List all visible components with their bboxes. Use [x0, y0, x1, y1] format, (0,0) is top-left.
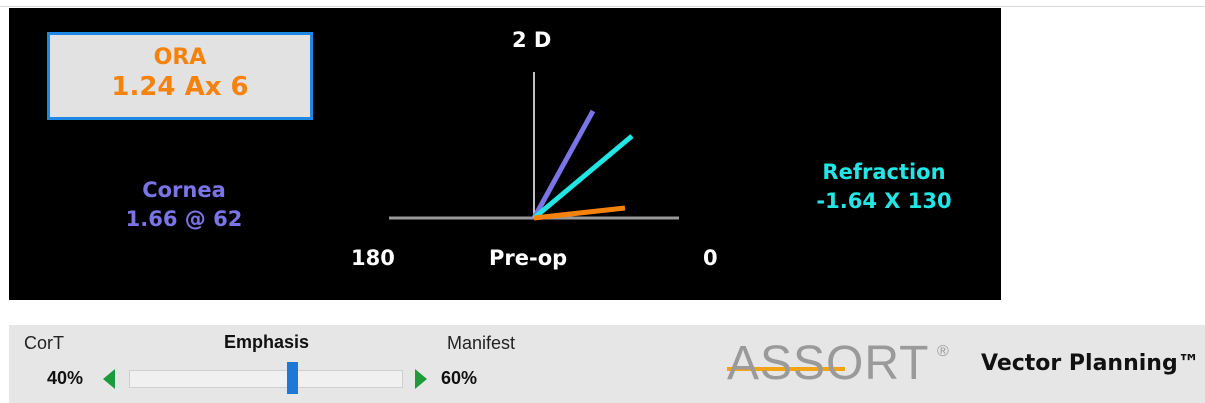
decrease-arrow-icon[interactable]: [103, 369, 115, 389]
ora-box: ORA 1.24 Ax 6: [47, 32, 313, 120]
scale-label: 2 D: [512, 28, 552, 52]
top-divider: [0, 6, 1205, 7]
refraction-readout: Refraction -1.64 X 130: [799, 158, 969, 216]
axis-label-180: 180: [351, 246, 395, 270]
cornea-value: 1.66 @ 62: [125, 207, 243, 231]
assort-logo: ASSORT ®: [727, 335, 967, 395]
ora-value: 1.24 Ax 6: [111, 72, 249, 102]
product-name: Vector Planning™: [981, 351, 1200, 376]
vector-diagram: [389, 72, 679, 221]
ora-title: ORA: [153, 45, 207, 70]
cornea-vector: [531, 109, 596, 220]
cort-percent: 40%: [47, 368, 84, 388]
refraction-title: Refraction: [822, 160, 946, 184]
axis-label-0: 0: [703, 246, 718, 270]
cornea-title: Cornea: [142, 178, 226, 202]
manifest-percent: 60%: [441, 368, 478, 388]
cornea-readout: Cornea 1.66 @ 62: [99, 176, 269, 234]
ora-vector: [533, 205, 626, 221]
emphasis-slider-thumb[interactable]: [286, 362, 298, 394]
increase-arrow-icon[interactable]: [415, 369, 427, 389]
registered-mark: ®: [937, 343, 949, 360]
preop-label: Pre-op: [489, 246, 568, 270]
cort-label: CorT: [24, 333, 64, 353]
emphasis-label: Emphasis: [224, 332, 310, 352]
manifest-label: Manifest: [447, 333, 516, 353]
logo-underline: [727, 367, 845, 371]
vector-plot-panel: ORA 1.24 Ax 6 Cornea 1.66 @ 62 Refractio…: [9, 8, 1001, 300]
logo-text: ASSORT: [727, 337, 930, 390]
refraction-value: -1.64 X 130: [816, 189, 952, 213]
emphasis-bar: CorT Emphasis Manifest 40% 60% ASSORT ® …: [9, 325, 1205, 403]
emphasis-slider-track[interactable]: [129, 370, 403, 388]
refraction-vector: [532, 134, 634, 220]
